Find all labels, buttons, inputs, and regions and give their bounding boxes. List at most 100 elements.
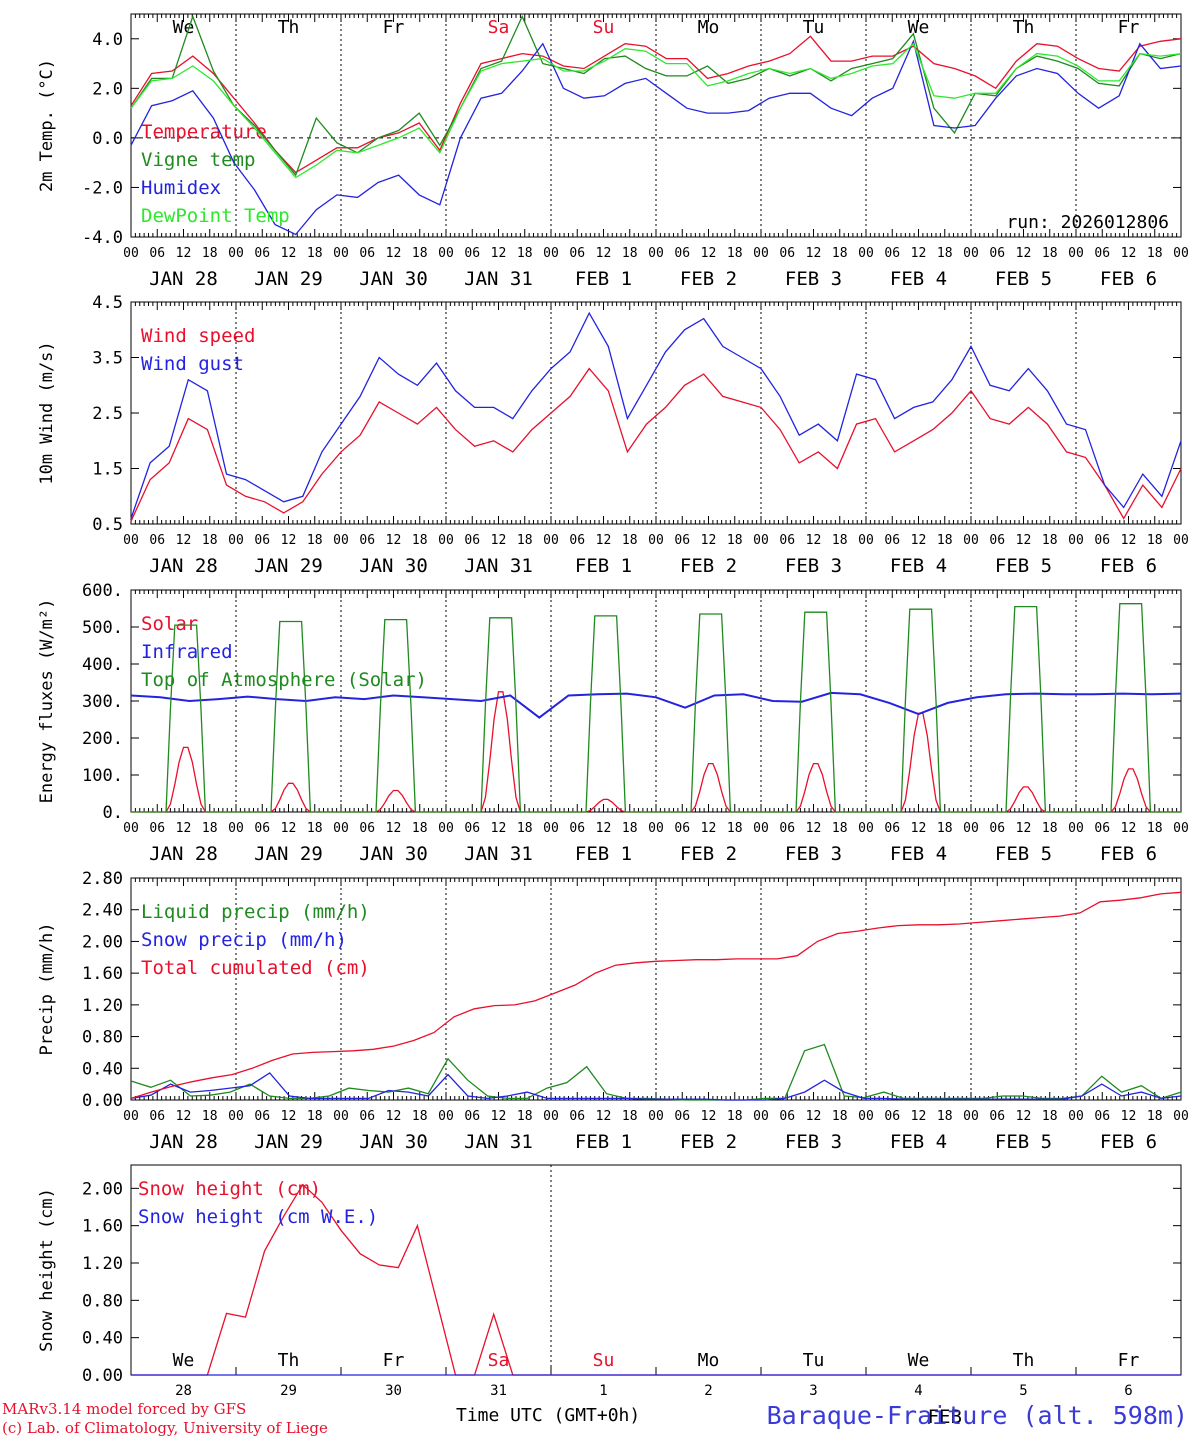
panel2-hour-label: 18 — [307, 533, 323, 548]
panel4-legend-entry: Snow precip (mm/h) — [141, 929, 347, 951]
panel3-date-label: FEB 4 — [890, 843, 947, 865]
panel5-y-tick-label: 0.40 — [82, 1329, 123, 1349]
panel1-day-label: Tu — [803, 17, 825, 38]
panel1-y-tick-label: -2.0 — [82, 178, 123, 198]
panel3-hour-label: 00 — [333, 821, 349, 836]
panel3-hour-label: 12 — [596, 821, 612, 836]
panel4-hour-label: 12 — [701, 1109, 717, 1124]
panel2-hour-label: 06 — [989, 533, 1005, 548]
panel2-date-label: JAN 28 — [149, 555, 218, 577]
panel4-hour-label: 06 — [464, 1109, 480, 1124]
panel4-date-label: JAN 29 — [254, 1131, 323, 1153]
panel5-day-label: Fr — [1118, 1350, 1140, 1371]
panel2-legend-entry: Wind gust — [141, 353, 244, 375]
panel3-date-label: FEB 2 — [680, 843, 737, 865]
panel1-day-label: Sa — [488, 17, 510, 38]
panel2-hour-label: 18 — [517, 533, 533, 548]
panel2-y-tick-label: 1.5 — [92, 460, 123, 480]
panel3-date-label: JAN 29 — [254, 843, 323, 865]
panel1-hour-label: 12 — [176, 246, 192, 261]
panel2-hour-label: 18 — [1147, 533, 1163, 548]
panel2-hour-label: 12 — [176, 533, 192, 548]
panel4-y-tick-label: 2.00 — [82, 932, 123, 952]
panel2-hour-label: 06 — [569, 533, 585, 548]
panel4-y-axis-title: Precip (mm/h) — [37, 922, 57, 1055]
panel1-hour-label: 12 — [1016, 246, 1032, 261]
panel1-hour-label: 18 — [727, 246, 743, 261]
panel3-y-tick-label: 500. — [82, 618, 123, 638]
panel4-y-tick-label: 0.80 — [82, 1028, 123, 1048]
panel2-date-label: FEB 6 — [1100, 555, 1157, 577]
panel1-hour-label: 18 — [622, 246, 638, 261]
panel3-hour-label: 06 — [569, 821, 585, 836]
panel3-hour-label: 12 — [911, 821, 927, 836]
panel2-hour-label: 12 — [281, 533, 297, 548]
panel3-y-tick-label: 600. — [82, 581, 123, 601]
bottom-day-number: 4 — [914, 1383, 922, 1399]
panel2-hour-label: 00 — [1173, 533, 1189, 548]
panel1-day-label: Fr — [383, 17, 405, 38]
panel4-hour-label: 18 — [622, 1109, 638, 1124]
panel4-hour-label: 12 — [806, 1109, 822, 1124]
panel3-hour-label: 18 — [1147, 821, 1163, 836]
panel5-y-axis-title: Snow height (cm) — [37, 1188, 57, 1352]
panel1-y-tick-label: 2.0 — [92, 79, 123, 99]
panel3-hour-label: 00 — [123, 821, 139, 836]
panel1-series-vigne-temp — [130, 14, 1182, 177]
panel1-hour-label: 00 — [963, 246, 979, 261]
panel4-date-label: JAN 31 — [464, 1131, 533, 1153]
station-title: Baraque-Fraiture (alt. 598m) — [766, 1401, 1188, 1430]
panel2-hour-label: 00 — [438, 533, 454, 548]
panel3-hour-label: 18 — [412, 821, 428, 836]
panel5-day-label: Th — [278, 1350, 300, 1371]
panel2-y-tick-label: 4.5 — [92, 293, 123, 313]
panel3-hour-label: 06 — [989, 821, 1005, 836]
panel4-y-tick-label: 1.20 — [82, 996, 123, 1016]
panel4-hour-label: 18 — [517, 1109, 533, 1124]
panel2-hour-label: 12 — [701, 533, 717, 548]
panel2-hour-label: 06 — [1094, 533, 1110, 548]
panel1-date-label: FEB 4 — [890, 268, 947, 290]
panel3-hour-label: 00 — [753, 821, 769, 836]
panel1-hour-label: 06 — [254, 246, 270, 261]
panel1-y-tick-label: 4.0 — [92, 30, 123, 50]
panel1-y-axis-title: 2m Temp. (°C) — [37, 59, 57, 192]
bottom-day-number: 2 — [704, 1383, 712, 1399]
panel5-legend-entry: Snow height (cm) — [138, 1178, 321, 1200]
panel3-y-axis-title: Energy fluxes (W/m²) — [37, 599, 57, 804]
panel1-day-label: Su — [593, 17, 615, 38]
panel4-hour-label: 18 — [307, 1109, 323, 1124]
panel3-hour-label: 06 — [464, 821, 480, 836]
panel3-hour-label: 06 — [359, 821, 375, 836]
panel1-date-label: FEB 6 — [1100, 268, 1157, 290]
panel4-y-tick-label: 2.80 — [82, 869, 123, 889]
panel1-hour-label: 00 — [123, 246, 139, 261]
panel4-hour-label: 06 — [569, 1109, 585, 1124]
panel4-hour-label: 00 — [753, 1109, 769, 1124]
panel2-hour-label: 18 — [832, 533, 848, 548]
panel3-hour-label: 06 — [1094, 821, 1110, 836]
panel1-day-label: Mo — [698, 17, 720, 38]
panel2-hour-label: 12 — [806, 533, 822, 548]
panel1-hour-label: 00 — [438, 246, 454, 261]
panel2-date-label: FEB 4 — [890, 555, 947, 577]
panel3-hour-label: 00 — [543, 821, 559, 836]
panel3-hour-label: 06 — [779, 821, 795, 836]
panel4-hour-label: 06 — [254, 1109, 270, 1124]
panel1-hour-label: 00 — [333, 246, 349, 261]
panel1-hour-label: 06 — [359, 246, 375, 261]
panel1-day-label: We — [908, 17, 930, 38]
panel4-hour-label: 12 — [491, 1109, 507, 1124]
panel4-hour-label: 06 — [989, 1109, 1005, 1124]
panel2-date-label: JAN 29 — [254, 555, 323, 577]
panel2-hour-label: 12 — [386, 533, 402, 548]
panel1-hour-label: 12 — [491, 246, 507, 261]
panel1-day-label: Th — [278, 17, 300, 38]
panel3-hour-label: 12 — [176, 821, 192, 836]
panel2-hour-label: 00 — [963, 533, 979, 548]
panel1-legend-entry: Temperature — [141, 121, 267, 143]
panel4-hour-label: 00 — [123, 1109, 139, 1124]
panel2-hour-label: 18 — [202, 533, 218, 548]
bottom-day-number: 28 — [175, 1383, 192, 1399]
